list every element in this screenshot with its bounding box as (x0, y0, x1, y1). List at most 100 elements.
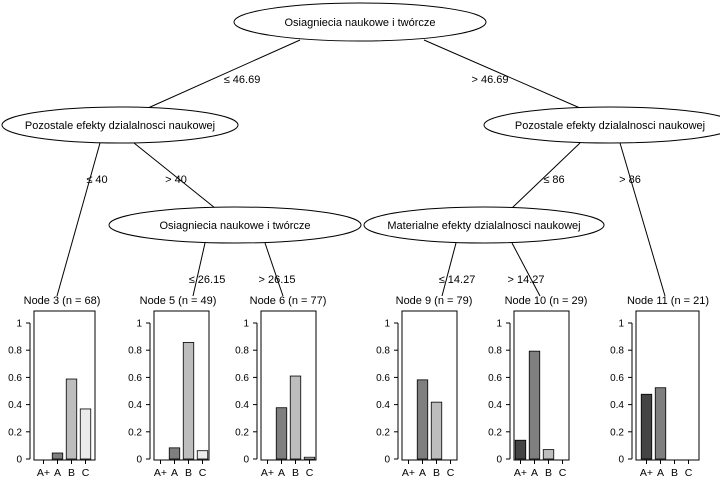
split-label-e1-7: > 46.69 (471, 74, 508, 86)
tree-edge-e2-4 (133, 142, 216, 209)
split-node-n7: Pozostale efekty dzialalnosci naukowej (483, 106, 720, 144)
bar-C (79, 408, 92, 460)
terminal-node-1: Node 3 (n = 68) 0 0.2 0.4 0.6 0.8 1 A+ A B C (8, 295, 100, 479)
x-tick-label: A+ (514, 467, 527, 479)
x-tick-label: A (419, 467, 426, 479)
y-tick-label: 0 (16, 455, 22, 466)
split-label-e8-10: > 14.27 (507, 274, 544, 286)
plot-frame (260, 310, 317, 461)
y-tick-label: 0 (618, 455, 624, 466)
y-tick-label: 1 (384, 319, 390, 330)
y-tick-label: 0.4 (8, 400, 22, 411)
node-ellipse (233, 2, 487, 42)
x-tick-label: A (657, 467, 664, 479)
split-node-n1: Osiagniecia naukowe i twórcze (233, 2, 487, 42)
bar-A (51, 452, 64, 460)
node-variable-label: Osiagniecia naukowe i twórcze (159, 220, 310, 232)
tree-edge-e7-11 (619, 142, 666, 297)
x-tick-label: C (685, 467, 693, 479)
y-tick-label: 0.8 (488, 346, 502, 357)
y-tick-label: 0.2 (235, 427, 249, 438)
y-tick-label: 0.2 (8, 427, 22, 438)
tree-edge-e2-3 (56, 142, 101, 297)
tree-edge-e1-7 (423, 39, 581, 109)
node-title: Node 9 (n = 79) (396, 295, 473, 307)
bar-A (654, 387, 667, 460)
y-tick-label: 1 (618, 319, 624, 330)
y-tick-label: 0.4 (128, 400, 142, 411)
terminal-node-2: Node 5 (n = 49) 0 0.2 0.4 0.6 0.8 1 A+ A B C (128, 295, 216, 479)
y-tick-label: 0.4 (376, 400, 390, 411)
terminal-node-4: Node 9 (n = 79) 0 0.2 0.4 0.6 0.8 1 A+ A B C (376, 295, 472, 479)
split-label-e7-11: > 86 (619, 174, 641, 186)
tree-edge-e8-10 (511, 242, 541, 297)
tree-edge-e1-2 (147, 39, 301, 109)
y-tick-label: 0.2 (610, 427, 624, 438)
split-label-e2-3: ≤ 40 (86, 174, 107, 186)
bar-A (528, 350, 541, 460)
split-node-n8: Materialne efekty dzialalnosci naukowej (363, 206, 605, 244)
x-tick-label: A (278, 467, 285, 479)
bar-A (275, 407, 288, 460)
y-tick-label: 0.4 (610, 400, 624, 411)
y-tick-label: 0.6 (376, 373, 390, 384)
node-title: Node 11 (n = 21) (627, 295, 709, 307)
bar-B (542, 449, 555, 460)
y-tick-label: 0.6 (8, 373, 22, 384)
y-tick-label: 0.8 (376, 346, 390, 357)
y-tick-label: 0.6 (128, 373, 142, 384)
node-ellipse (108, 206, 362, 244)
node-ellipse (1, 106, 239, 144)
x-tick-label: A+ (402, 467, 415, 479)
bar-B (65, 378, 78, 460)
split-label-e2-4: > 40 (165, 174, 187, 186)
node-title: Node 3 (n = 68) (24, 295, 101, 307)
x-tick-label: C (559, 467, 567, 479)
split-label-e4-5: ≤ 26.15 (189, 274, 226, 286)
x-tick-label: B (433, 467, 440, 479)
x-tick-label: C (82, 467, 90, 479)
x-tick-label: B (68, 467, 75, 479)
y-tick-label: 0 (384, 455, 390, 466)
x-tick-label: A (531, 467, 538, 479)
bar-A+ (514, 439, 527, 460)
y-tick-label: 0.6 (610, 373, 624, 384)
node-variable-label: Pozostale efekty dzialalnosci naukowej (515, 120, 705, 132)
split-label-e8-9: ≤ 14.27 (439, 274, 476, 286)
bar-C (196, 450, 209, 460)
y-tick-label: 0.8 (235, 346, 249, 357)
x-tick-label: A+ (154, 467, 167, 479)
tree-edge-e7-8 (511, 142, 581, 209)
x-tick-label: A+ (37, 467, 50, 479)
tree-edge-e4-6 (264, 242, 284, 297)
plot-frame (33, 310, 96, 461)
terminal-node-5: Node 10 (n = 29) 0 0.2 0.4 0.6 0.8 1 A+ A B C (488, 295, 587, 479)
bar-A (168, 447, 181, 460)
split-label-e1-2: ≤ 46.69 (224, 74, 261, 86)
x-tick-label: B (185, 467, 192, 479)
x-tick-label: B (671, 467, 678, 479)
y-tick-label: 0.4 (488, 400, 502, 411)
tree-edge-e8-9 (441, 242, 457, 297)
terminal-node-3: Node 6 (n = 77) 0 0.2 0.4 0.6 0.8 1 A+ A B C (235, 295, 326, 479)
y-tick-label: 0.8 (128, 346, 142, 357)
terminal-node-6: Node 11 (n = 21) 0 0.2 0.4 0.6 0.8 1 A+ A B C (610, 295, 709, 479)
y-tick-label: 0.8 (610, 346, 624, 357)
bar-B (289, 375, 302, 460)
x-tick-label: B (545, 467, 552, 479)
y-tick-label: 0.6 (235, 373, 249, 384)
plot-frame (401, 310, 458, 461)
node-title: Node 10 (n = 29) (505, 295, 588, 307)
y-tick-label: 1 (496, 319, 502, 330)
y-tick-label: 0.4 (235, 400, 249, 411)
bar-A+ (640, 393, 653, 460)
node-ellipse (363, 206, 605, 244)
tree-edge-e4-5 (192, 242, 206, 297)
bar-B (430, 401, 443, 460)
split-label-e4-6: > 26.15 (258, 274, 295, 286)
y-tick-label: 0.6 (488, 373, 502, 384)
bar-C (303, 456, 316, 460)
x-tick-label: A (171, 467, 178, 479)
y-tick-label: 1 (136, 319, 142, 330)
